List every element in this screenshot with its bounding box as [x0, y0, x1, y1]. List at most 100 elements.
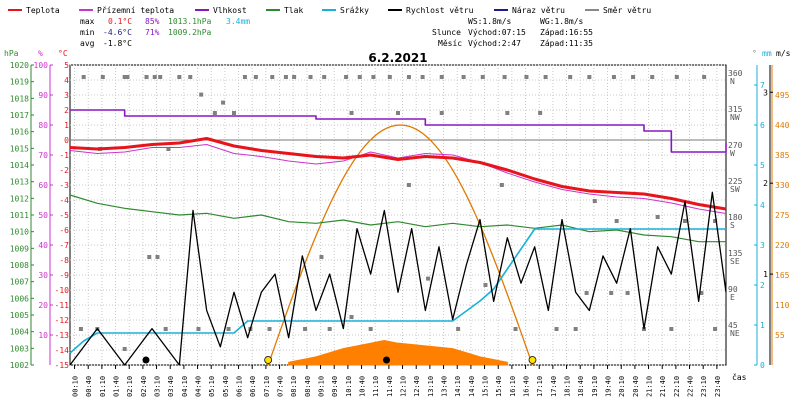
x-tick-label: 12:40	[413, 376, 421, 397]
wind-dir-dot	[125, 75, 130, 79]
x-tick-label: 21:10	[646, 376, 654, 397]
wind-dir-dot	[499, 183, 504, 187]
wind-dir-dot	[426, 276, 431, 281]
wind-dir-dot	[573, 327, 578, 331]
wind-dir-dot	[349, 315, 354, 319]
wind-dir-dot	[242, 75, 247, 79]
ms-unit: m/s	[776, 49, 791, 58]
deg-unit: °	[752, 49, 757, 58]
x-tick-label: 21:40	[659, 376, 667, 397]
deg-dir-label: SW	[730, 185, 740, 194]
wind-dir-dot	[420, 75, 425, 79]
hpa-tick-label: 1003	[10, 344, 29, 353]
pct-tick-label: 70	[38, 151, 48, 160]
x-tick-label: 23:40	[714, 376, 722, 397]
solar-tick-label: 55	[775, 331, 785, 340]
stat-min-hum: 71%	[145, 28, 160, 37]
wind-dir-dot	[196, 327, 201, 331]
legend-label-0: Teplota	[26, 6, 60, 15]
x-tick-label: 03:10	[154, 376, 162, 397]
deg-tick-label: 180	[728, 213, 743, 222]
info-sunset: Západ:16:55	[540, 28, 593, 37]
wind-dir-dot	[538, 111, 543, 115]
wind-dir-dot	[308, 75, 313, 79]
hpa-tick-label: 1019	[10, 78, 29, 87]
c-tick-label: -4	[59, 196, 69, 205]
deg-dir-label: W	[730, 149, 735, 158]
x-tick-label: 17:10	[536, 376, 544, 397]
mm-tick-label: 7	[760, 81, 765, 90]
wind-dir-dot	[702, 75, 707, 79]
pct-tick-label: 40	[38, 241, 48, 250]
wind-dir-dot	[461, 75, 466, 79]
solar-tick-label: 495	[775, 91, 790, 100]
info-ws: WS:1.8m/s	[468, 17, 512, 26]
hpa-tick-label: 1002	[10, 361, 29, 370]
pressure-line	[69, 194, 726, 243]
x-unit: čas	[732, 372, 747, 382]
c-tick-label: -8	[59, 256, 69, 265]
x-tick-label: 09:40	[331, 376, 339, 397]
wind-dir-dot	[349, 111, 354, 115]
legend-label-1: Přízemní teplota	[97, 6, 174, 15]
solar-tick-label: 330	[775, 181, 790, 190]
plot-area	[69, 64, 727, 366]
temperature-line	[69, 137, 727, 211]
wind-speed-line	[69, 191, 727, 366]
wind-dir-dot	[396, 111, 400, 115]
chart-title: 6.2.2021	[368, 51, 427, 65]
c-tick-label: -1	[59, 151, 69, 160]
plot-frame	[69, 64, 727, 366]
x-tick-label: 16:40	[523, 376, 531, 397]
wind-dir-dot	[122, 75, 127, 79]
info-sunrise: Východ:07:15	[468, 28, 526, 37]
wind-dir-dot	[406, 75, 411, 79]
mm-tick-label: 3	[760, 241, 765, 250]
moon-marker	[383, 356, 391, 364]
wind-dir-dot	[592, 199, 597, 203]
x-tick-label: 08:40	[304, 376, 312, 397]
wind-dir-dot	[650, 75, 655, 79]
c-tick-label: -2	[59, 166, 69, 175]
hpa-tick-label: 1015	[10, 144, 29, 153]
c-tick-label: -15	[55, 361, 70, 370]
x-tick-label: 08:10	[290, 376, 298, 397]
sun-marker	[528, 356, 537, 364]
hpa-tick-label: 1005	[10, 311, 29, 320]
deg-dir-label: E	[730, 293, 735, 302]
wind-dir-dot	[212, 111, 217, 115]
x-tick-label: 06:10	[236, 376, 244, 397]
wind-dir-dot	[524, 75, 529, 79]
x-tick-label: 09:10	[318, 376, 326, 397]
c-tick-label: -12	[55, 316, 70, 325]
c-tick-label: 4	[64, 76, 69, 85]
pct-tick-label: 10	[38, 331, 48, 340]
hpa-tick-label: 1014	[10, 161, 29, 170]
info-moonrise: Východ:2:47	[468, 39, 521, 48]
stat-max-press: 1013.1hPa	[168, 17, 212, 26]
solar-tick-label: 110	[775, 301, 790, 310]
stat-min-press: 1009.2hPa	[168, 28, 212, 37]
stat-max-rain: 3.4mm	[226, 17, 250, 26]
mm-unit: mm	[762, 49, 772, 58]
wind-dir-dot	[78, 327, 83, 331]
wind-dir-dot	[513, 327, 518, 331]
hpa-unit: hPa	[4, 49, 19, 58]
wind-dir-dot	[371, 75, 376, 79]
mm-tick-label: 5	[760, 161, 765, 170]
pct-unit: %	[38, 49, 43, 58]
x-tick-label: 22:40	[687, 376, 695, 397]
ms-tick-label: 2	[763, 179, 768, 188]
wind-dir-dot	[199, 92, 204, 97]
wind-dir-dot	[669, 327, 674, 331]
x-tick-label: 13:40	[441, 376, 449, 397]
deg-tick-label: 90	[728, 285, 738, 294]
x-tick-label: 01:40	[113, 376, 121, 397]
solar-tick-label: 385	[775, 151, 790, 160]
wind-dir-dot	[166, 147, 171, 151]
c-tick-label: 3	[64, 91, 69, 100]
hpa-tick-label: 1007	[10, 278, 29, 287]
radiation-area	[288, 339, 508, 366]
deg-tick-label: 270	[728, 141, 743, 150]
hpa-tick-label: 1012	[10, 194, 29, 203]
